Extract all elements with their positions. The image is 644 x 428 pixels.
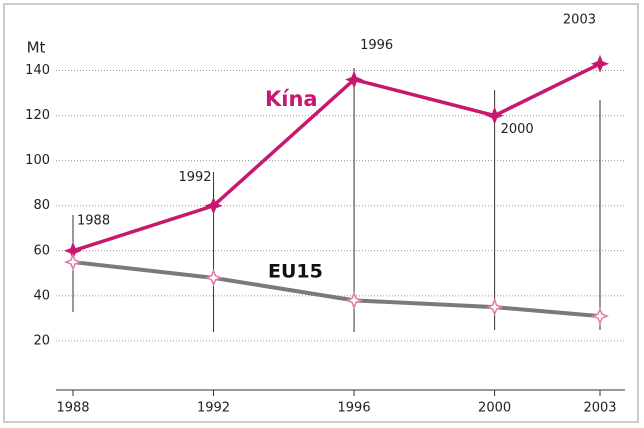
y-tick-label: 100: [25, 153, 50, 168]
x-tick-label: 1992: [197, 401, 230, 416]
y-axis-label: Mt: [27, 39, 46, 57]
series-label: EU15: [268, 261, 323, 283]
series-label: Kína: [265, 87, 318, 111]
y-tick-label: 40: [33, 288, 50, 303]
point: [485, 298, 504, 317]
point: [590, 307, 610, 326]
point: [345, 291, 364, 310]
point: [345, 70, 364, 89]
x-tick-label: 2003: [583, 401, 616, 416]
y-tick-label: 140: [25, 63, 50, 78]
annotation: 2000: [501, 122, 534, 137]
point: [204, 268, 223, 287]
annotation: 1988: [77, 213, 110, 228]
y-tick-label: 20: [33, 333, 50, 348]
x-tick-label: 1988: [56, 401, 89, 416]
point: [590, 54, 610, 73]
annotation: 1996: [360, 38, 393, 53]
y-tick-label: 80: [33, 198, 50, 213]
point: [63, 253, 83, 272]
x-tick-label: 2000: [478, 401, 511, 416]
point: [485, 106, 504, 125]
frame: [3, 3, 639, 423]
annotation: 1992: [178, 170, 211, 185]
point: [204, 196, 223, 215]
annotation: 2003: [563, 12, 596, 27]
y-tick-label: 120: [25, 108, 50, 123]
x-tick-label: 1996: [338, 401, 371, 416]
y-tick-label: 60: [33, 243, 50, 258]
